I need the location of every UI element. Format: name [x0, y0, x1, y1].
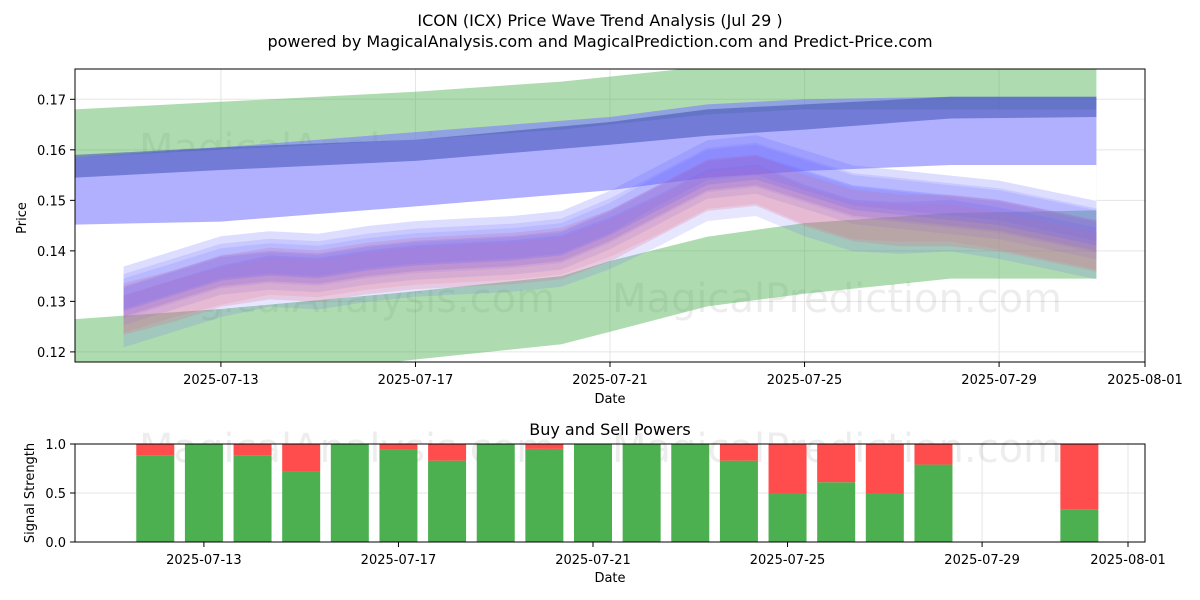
price-y-tick-label: 0.16	[37, 144, 66, 159]
buy-bar	[671, 444, 710, 542]
sell-bar	[1060, 444, 1099, 510]
buy-bar	[914, 464, 953, 542]
price-y-tick-label: 0.17	[37, 93, 66, 108]
sell-bar	[865, 444, 904, 493]
price-x-axis-label: Date	[594, 392, 625, 407]
signal-y-tick-label: 0.5	[45, 487, 66, 502]
signal-x-axis: 2025-07-13 2025-07-17 2025-07-21 2025-07-25…	[166, 542, 1166, 568]
price-wave-band	[123, 135, 1097, 311]
blue-light-band	[75, 96, 1097, 225]
buy-bar	[184, 444, 223, 542]
blue-dark-band	[75, 96, 1097, 178]
chart-title: ICON (ICX) Price Wave Trend Analysis (Ju…	[417, 11, 782, 30]
sell-bar	[914, 444, 953, 465]
price-waves	[123, 135, 1097, 348]
chart-subtitle: powered by MagicalAnalysis.com and Magic…	[267, 32, 932, 51]
signal-x-tick-label: 2025-08-01	[1090, 553, 1166, 568]
sell-bar	[817, 444, 856, 483]
signal-chart-title: Buy and Sell Powers	[529, 420, 691, 439]
buy-bar	[282, 471, 321, 542]
price-y-tick-label: 0.13	[37, 295, 66, 310]
price-x-tick-label: 2025-07-21	[572, 373, 648, 388]
price-y-tick-label: 0.15	[37, 194, 66, 209]
price-x-axis: 2025-07-13 2025-07-17 2025-07-21 2025-07-25…	[183, 362, 1183, 388]
sell-bar	[379, 444, 418, 450]
buy-bar	[233, 455, 272, 542]
buy-bar	[768, 493, 807, 542]
price-y-tick-label: 0.14	[37, 245, 66, 260]
signal-x-tick-label: 2025-07-21	[555, 553, 631, 568]
sell-bar	[525, 444, 564, 449]
price-x-tick-label: 2025-07-25	[767, 373, 843, 388]
buy-bar	[428, 460, 467, 542]
buy-bar	[719, 460, 758, 542]
price-x-tick-label: 2025-07-17	[378, 373, 454, 388]
price-wave-band	[123, 164, 1097, 348]
sell-bar	[719, 444, 758, 461]
signal-y-tick-label: 1.0	[45, 438, 66, 453]
buy-bar	[817, 482, 856, 542]
signal-x-tick-label: 2025-07-25	[750, 553, 826, 568]
price-y-axis-label: Price	[15, 202, 30, 234]
buy-bar	[1060, 509, 1099, 542]
signal-x-tick-label: 2025-07-29	[944, 553, 1020, 568]
buy-bar	[379, 449, 418, 542]
price-bands	[75, 69, 1097, 362]
price-chart-panel: MagicalAnalysis.com MagicalPrediction.com…	[15, 68, 1183, 407]
signal-y-axis-label: Signal Strength	[23, 443, 38, 543]
price-y-tick-label: 0.12	[37, 346, 66, 361]
price-wave-band	[123, 154, 1097, 317]
signal-y-tick-label: 0.0	[45, 536, 66, 551]
signal-y-axis: 0.0 0.5 1.0	[45, 438, 75, 551]
price-wave-band	[123, 144, 1097, 309]
buy-bar	[525, 448, 564, 542]
buy-bar	[865, 493, 904, 542]
signal-chart-panel: Buy and Sell Powers MagicalAnalysis.comM…	[23, 420, 1166, 586]
signal-x-tick-label: 2025-07-17	[361, 553, 437, 568]
watermark-text: MagicalPrediction.com	[612, 276, 1062, 322]
sell-bar	[282, 444, 321, 472]
price-x-tick-label: 2025-07-29	[961, 373, 1037, 388]
buy-bar	[476, 444, 515, 542]
price-y-axis: 0.12 0.13 0.14 0.15 0.16 0.17	[37, 93, 75, 361]
sell-bar	[136, 444, 175, 456]
signal-x-tick-label: 2025-07-13	[166, 553, 242, 568]
price-x-tick-label: 2025-07-13	[183, 373, 259, 388]
price-wave-band	[123, 154, 1097, 335]
buy-bar	[330, 444, 369, 542]
signal-bars	[136, 444, 1099, 542]
price-wave-band	[123, 142, 1097, 319]
sell-bar	[768, 444, 807, 493]
buy-bar	[136, 455, 175, 542]
buy-bar	[574, 444, 612, 542]
price-x-tick-label: 2025-08-01	[1107, 373, 1183, 388]
buy-bar	[622, 444, 661, 542]
signal-x-axis-label: Date	[594, 571, 625, 586]
price-wave-band	[123, 166, 1097, 333]
price-wave-band	[123, 156, 1097, 326]
sell-bar	[428, 444, 467, 461]
sell-bar	[233, 444, 272, 456]
